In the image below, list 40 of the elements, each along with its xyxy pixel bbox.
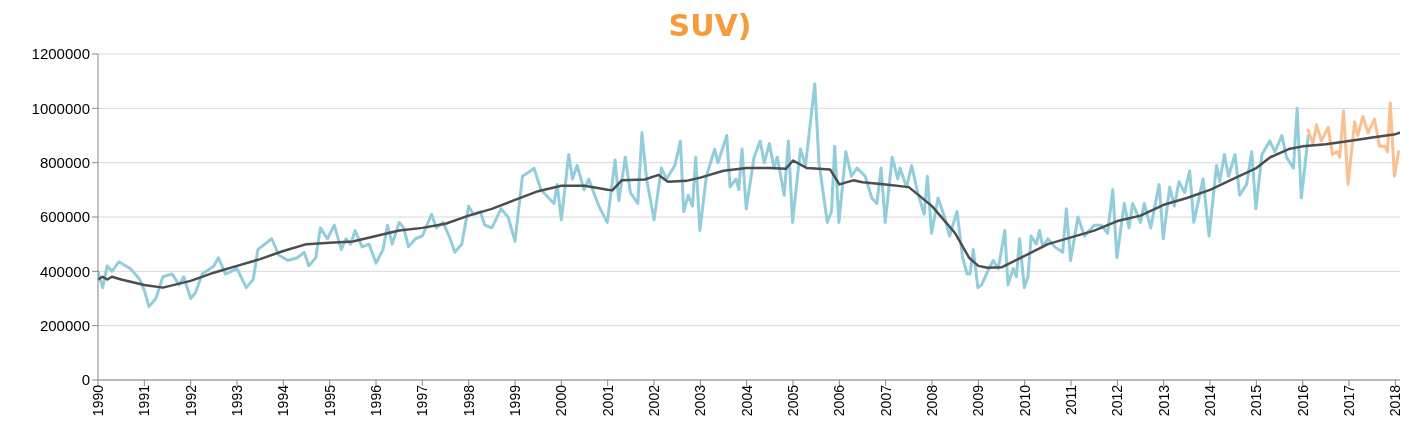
x-tick-label: 1990 xyxy=(89,384,106,417)
y-tick-label: 600000 xyxy=(39,208,90,226)
x-tick-label: 2003 xyxy=(692,384,709,417)
y-tick-label: 1000000 xyxy=(31,99,90,117)
x-tick-label: 2002 xyxy=(645,384,662,417)
x-tick-label: 2011 xyxy=(1062,384,1079,416)
x-tick-label: 2007 xyxy=(877,384,894,417)
x-tick-label: 1999 xyxy=(506,384,523,417)
x-tick-label: 2018 xyxy=(1387,384,1404,417)
y-tick-label: 200000 xyxy=(39,316,90,334)
y-tick-label: 800000 xyxy=(39,153,90,171)
x-tick-label: 1997 xyxy=(414,384,431,417)
x-tick-label: 2016 xyxy=(1294,384,1311,417)
x-tick-label: 2006 xyxy=(831,384,848,417)
x-tick-label: 2009 xyxy=(970,384,987,417)
y-tick-label: 400000 xyxy=(39,262,90,280)
x-tick-label: 2010 xyxy=(1016,384,1033,417)
x-tick-label: 2012 xyxy=(1109,384,1126,417)
x-tick-label: 2004 xyxy=(738,384,755,417)
x-tick-label: 1992 xyxy=(182,384,199,417)
line-series xyxy=(1306,101,1400,186)
x-tick-label: 2014 xyxy=(1201,384,1218,417)
x-tick-label: 1998 xyxy=(460,384,477,417)
x-tick-label: 2017 xyxy=(1340,384,1357,417)
x-tick-label: 2008 xyxy=(923,384,940,417)
x-tick-label: 1996 xyxy=(367,384,384,417)
x-tick-label: 1991 xyxy=(136,384,153,417)
line-series xyxy=(98,131,1400,289)
chart-title: SUV) xyxy=(667,8,753,44)
y-tick-label: 0 xyxy=(81,371,90,389)
x-tick-label: 2000 xyxy=(553,384,570,417)
x-tick-label: 1993 xyxy=(228,384,245,417)
x-tick-label: 1994 xyxy=(275,384,292,417)
x-tick-label: 2015 xyxy=(1248,384,1265,417)
y-tick-label: 1200000 xyxy=(31,45,90,63)
line-series xyxy=(98,82,1310,309)
x-tick-label: 2005 xyxy=(784,384,801,417)
x-tick-label: 2001 xyxy=(599,384,616,417)
x-tick-label: 1995 xyxy=(321,384,338,417)
x-tick-label: 2013 xyxy=(1155,384,1172,417)
